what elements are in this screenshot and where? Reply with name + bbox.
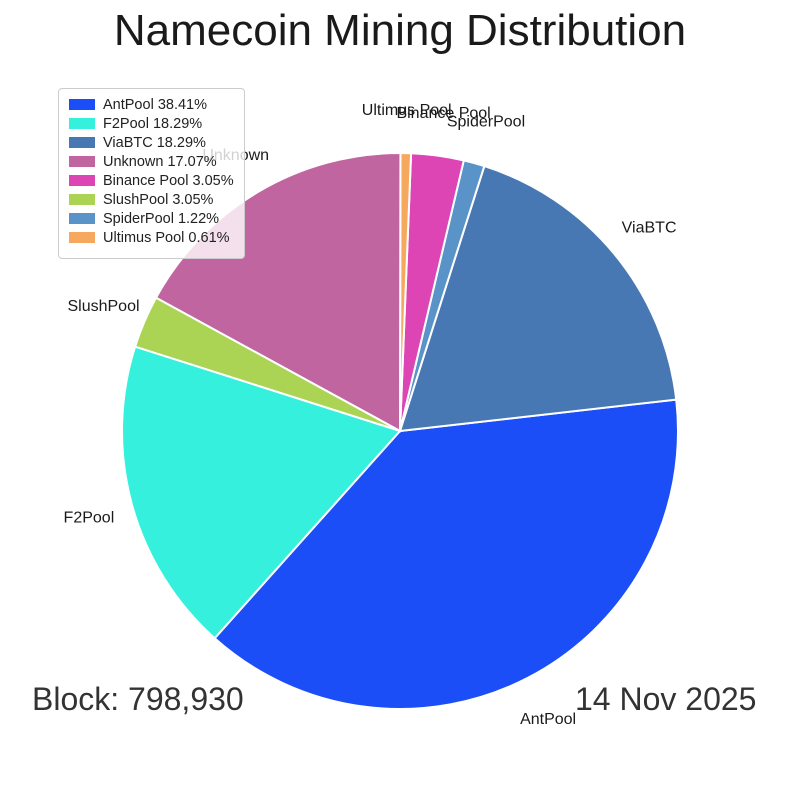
- svg-text:ViaBTC: ViaBTC: [622, 220, 677, 237]
- svg-text:F2Pool: F2Pool: [64, 510, 115, 527]
- svg-text:SlushPool: SlushPool: [67, 298, 139, 315]
- svg-text:AntPool: AntPool: [520, 711, 576, 728]
- svg-text:Ultimus Pool: Ultimus Pool: [362, 102, 452, 119]
